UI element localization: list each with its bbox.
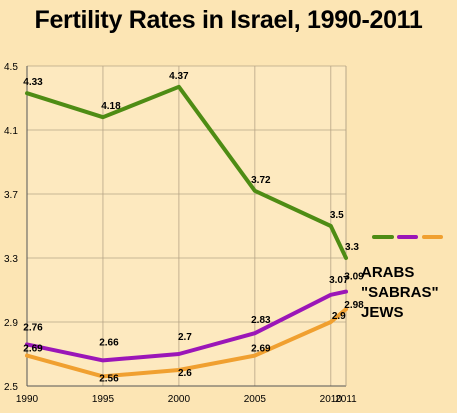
data-label: 2.98 [344, 300, 364, 311]
data-label: 2.76 [23, 322, 43, 333]
data-label: 2.66 [99, 337, 119, 348]
series-line-2 [25, 307, 348, 379]
x-tick-label: 2005 [244, 394, 267, 405]
data-label: 4.18 [101, 101, 121, 112]
data-label: 3.3 [345, 242, 359, 253]
x-tick-label: 2011 [335, 394, 357, 405]
y-tick-label: 4.1 [4, 126, 18, 137]
data-label: 2.7 [178, 332, 192, 343]
y-tick-label: 4.5 [4, 62, 18, 73]
data-label: 2.9 [332, 311, 346, 322]
data-label: 2.69 [23, 344, 43, 355]
plot-area [27, 66, 346, 386]
y-tick-label: 3.7 [4, 190, 18, 201]
legend-label: ARABS [361, 264, 414, 281]
legend-label: "SABRAS" [361, 284, 439, 301]
legend-label: JEWS [361, 304, 404, 321]
chart-title: Fertility Rates in Israel, 1990-2011 [34, 6, 423, 34]
data-label: 4.37 [169, 71, 189, 82]
data-label: 3.5 [330, 210, 344, 221]
data-label: 3.09 [344, 272, 364, 283]
data-label: 2.69 [251, 344, 271, 355]
series-line-1 [25, 289, 348, 363]
y-tick-label: 2.9 [4, 318, 18, 329]
series-line-0 [25, 84, 348, 260]
x-tick-label: 1995 [92, 394, 115, 405]
data-label: 3.72 [251, 175, 271, 186]
data-label: 4.33 [23, 77, 43, 88]
data-label: 2.56 [99, 373, 119, 384]
y-tick-label: 3.3 [4, 254, 18, 265]
x-tick-label: 1990 [16, 394, 39, 405]
data-label: 3.07 [329, 275, 349, 286]
y-tick-label: 2.5 [4, 382, 18, 393]
x-tick-label: 2000 [168, 394, 191, 405]
data-label: 2.83 [251, 315, 271, 326]
x-tick-label: 2010 [320, 394, 343, 405]
data-label: 2.6 [178, 368, 192, 379]
